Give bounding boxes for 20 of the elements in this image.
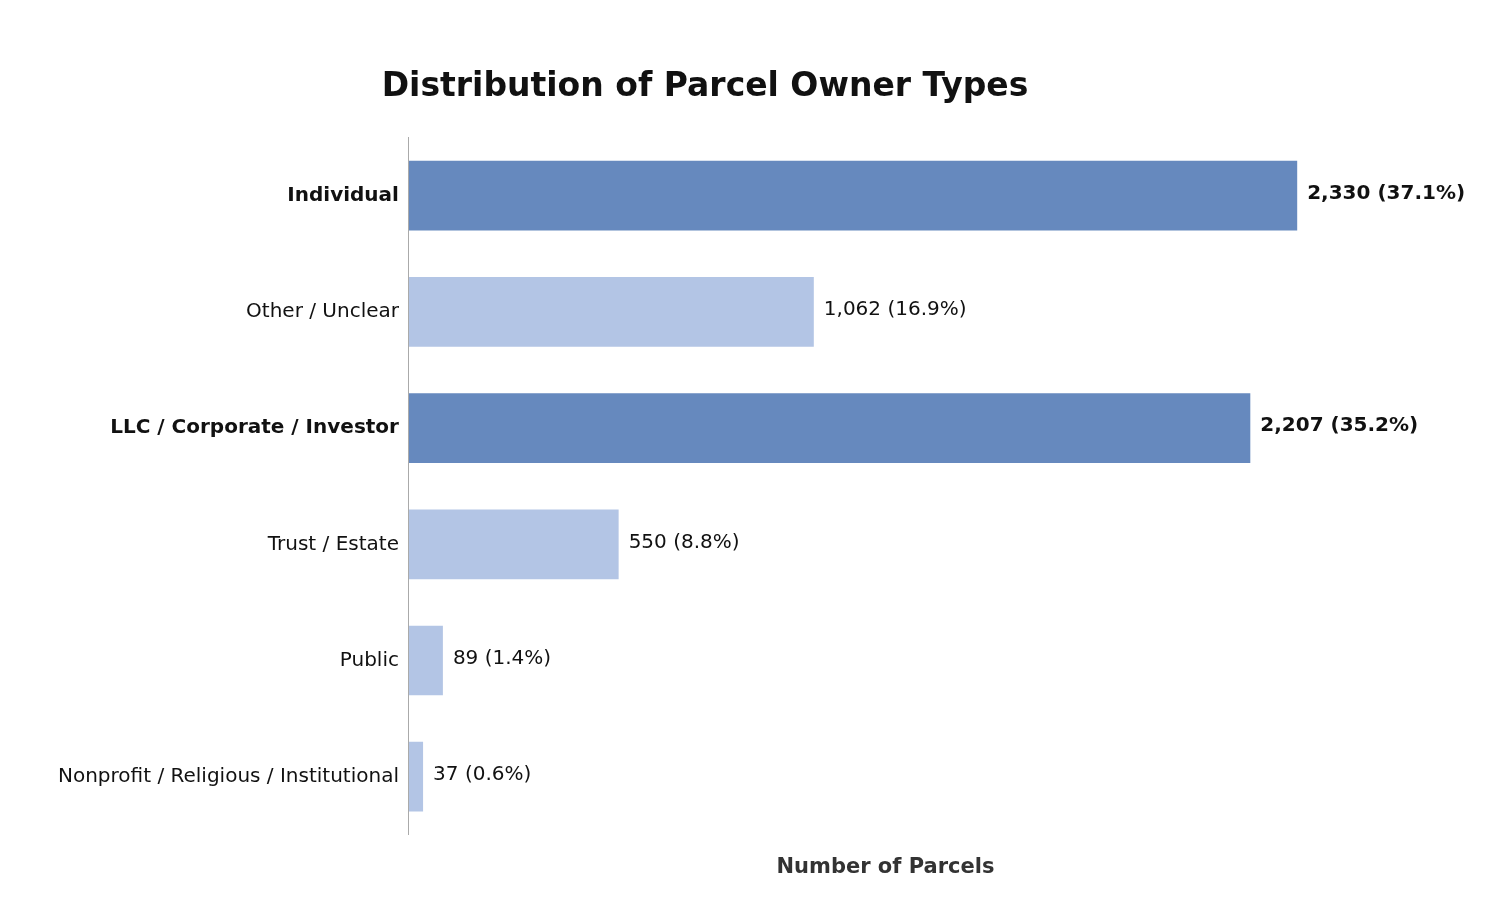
data-label: 89 (1.4%) xyxy=(452,644,552,669)
data-label: 37 (0.6%) xyxy=(433,760,532,785)
y-tick-label: Other / Unclear xyxy=(246,298,400,323)
chart-title: Distribution of Parcel Owner Types xyxy=(381,65,1029,105)
bar xyxy=(408,625,443,696)
data-label: 550 (8.8%) xyxy=(628,528,740,553)
y-tick-label: Individual xyxy=(287,181,399,206)
bar xyxy=(408,509,619,580)
x-axis-title: Number of Parcels xyxy=(776,853,995,878)
data-label: 1,062 (16.9%) xyxy=(823,296,967,321)
data-label: 2,207 (35.2%) xyxy=(1260,412,1419,437)
y-tick-label: Trust / Estate xyxy=(266,530,399,555)
y-tick-label: Nonprofit / Religious / Institutional xyxy=(58,762,399,787)
y-tick-label: Public xyxy=(339,646,399,671)
bar xyxy=(408,393,1251,463)
bar xyxy=(408,277,814,347)
bar xyxy=(408,160,1298,231)
y-tick-label: LLC / Corporate / Investor xyxy=(110,414,400,439)
bar xyxy=(408,741,424,812)
data-label: 2,330 (37.1%) xyxy=(1307,179,1466,204)
